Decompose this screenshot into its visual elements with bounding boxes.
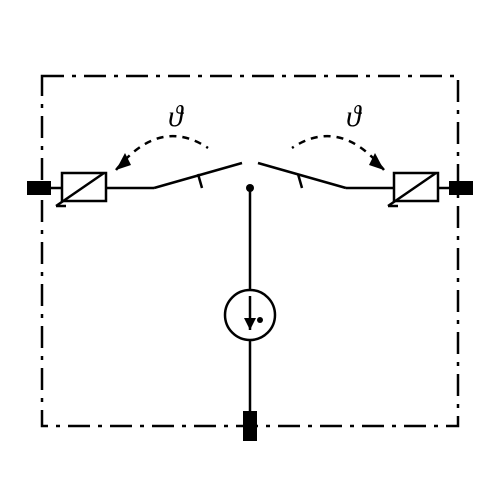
theta_right: ϑ	[346, 100, 363, 133]
theta_left: ϑ	[168, 100, 185, 133]
junction-node	[246, 184, 254, 192]
circuit-diagram: ϑϑ	[0, 0, 500, 500]
